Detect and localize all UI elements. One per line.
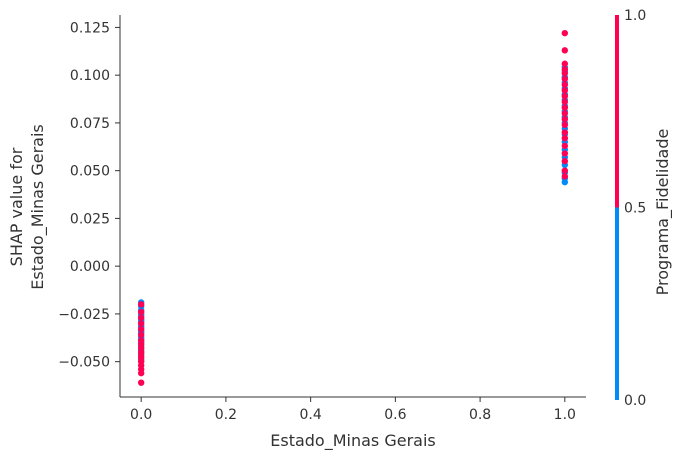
y-tick-label: 0.025 [70, 211, 110, 227]
colorbar-tick-label: 0.5 [624, 201, 646, 217]
y-tick-label: −0.050 [58, 355, 110, 371]
data-point [561, 121, 569, 129]
colorbar-tick-label: 1.0 [624, 8, 646, 24]
data-point [137, 369, 145, 377]
data-point [137, 301, 145, 308]
data-point [561, 142, 569, 150]
data-point [561, 104, 569, 111]
y-axis-label-line-2: Estado_Minas Gerais [28, 124, 48, 290]
data-point [137, 331, 145, 339]
y-tick-label: 0.075 [70, 116, 110, 132]
y-tick-label: 0.050 [70, 164, 110, 180]
data-point [561, 134, 569, 142]
data-point [561, 150, 569, 157]
data-point [561, 81, 569, 88]
y-tick-label: 0.000 [70, 259, 110, 275]
y-tick-label: −0.025 [58, 307, 110, 323]
x-tick-label: 0.6 [384, 407, 406, 423]
x-tick-label: 0.0 [130, 407, 152, 423]
y-axis-ticks: −0.050 −0.025 0.000 0.025 0.050 0.075 0.100 0.1… [58, 20, 120, 371]
data-point [561, 157, 569, 165]
x-tick-label: 1.0 [554, 407, 576, 423]
data-point [561, 110, 569, 117]
x-tick-label: 0.2 [215, 407, 237, 423]
data-point [137, 320, 145, 327]
data-point [561, 167, 569, 174]
data-point [137, 325, 145, 333]
data-point [561, 98, 569, 106]
data-point [561, 92, 569, 100]
data-point [561, 60, 569, 67]
y-tick-label: 0.125 [70, 20, 110, 36]
y-axis-label: SHAP value for Estado_Minas Gerais [7, 124, 48, 290]
data-point [137, 314, 145, 321]
y-tick-label: 0.100 [70, 68, 110, 84]
data-point [561, 129, 569, 136]
x-axis-label: Estado_Minas Gerais [270, 431, 436, 451]
scatter-points [137, 29, 569, 386]
x-tick-label: 0.8 [469, 407, 491, 423]
data-point [137, 379, 145, 386]
data-point [561, 75, 569, 83]
data-point [561, 29, 569, 37]
colorbar-label: Programa_Fidelidade [653, 129, 673, 296]
data-point [561, 66, 569, 73]
data-point [561, 47, 569, 54]
data-point [561, 173, 569, 180]
colorbar-tick-label: 0.0 [624, 393, 646, 409]
data-point [561, 115, 569, 123]
data-point [561, 87, 569, 94]
x-axis-ticks: 0.0 0.2 0.4 0.6 0.8 1.0 [130, 397, 576, 423]
data-point [137, 308, 145, 316]
x-tick-label: 0.4 [300, 407, 322, 423]
colorbar-ticks: 0.0 0.5 1.0 [624, 8, 646, 409]
colorbar [615, 15, 619, 400]
y-axis-label-line-1: SHAP value for [7, 147, 26, 266]
